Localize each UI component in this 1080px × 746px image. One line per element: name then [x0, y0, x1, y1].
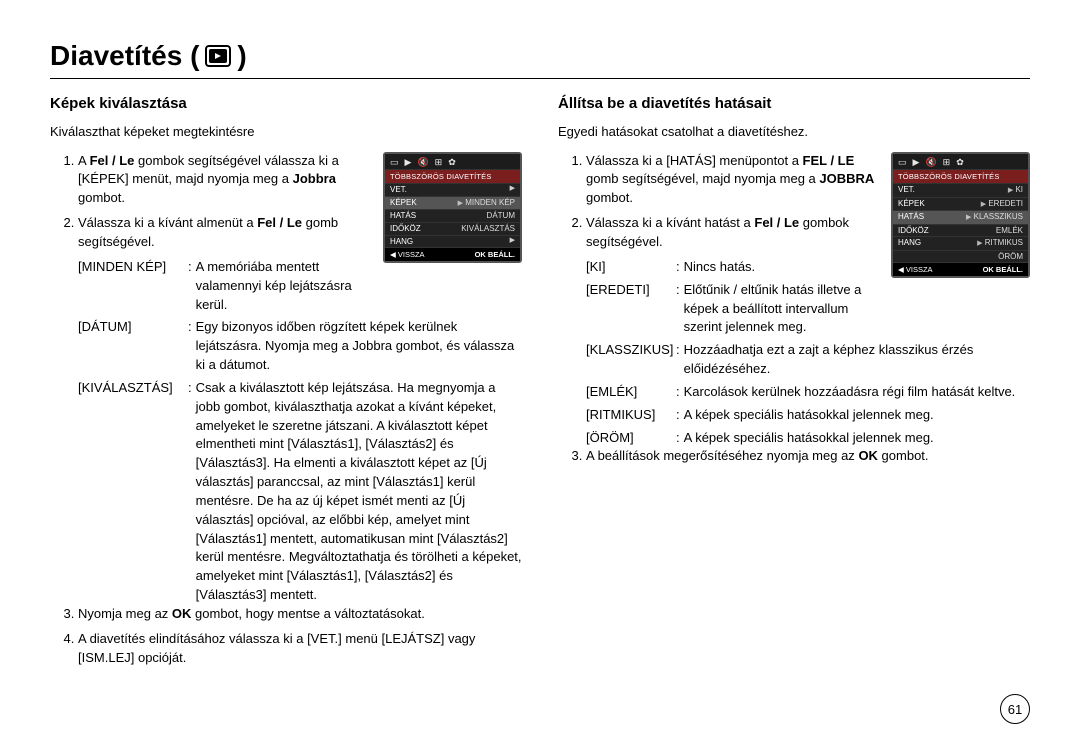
right-column: Állítsa be a diavetítés hatásait Egyedi … — [558, 93, 1030, 674]
shot-header: TÖBBSZÖRÖS DIAVETÍTÉS — [893, 170, 1028, 183]
term-row: [EMLÉK] : Karcolások kerülnek hozzáadásr… — [586, 383, 1030, 402]
term-row: [DÁTUM] : Egy bizonyos időben rögzített … — [78, 318, 522, 375]
right-screenshot: ▭▶🔇⊞✿ TÖBBSZÖRÖS DIAVETÍTÉS VET.▶ KI KÉP… — [891, 152, 1030, 279]
term-row: [EREDETI] : Előtűnik / eltűnik hatás ill… — [586, 281, 881, 338]
right-intro: Egyedi hatásokat csatolhat a diavetítésh… — [558, 123, 1030, 142]
shot-back: ◀ VISSZA — [898, 265, 933, 274]
shot-ok: OK BEÁLL. — [475, 250, 515, 259]
shot-icon-row: ▭▶🔇⊞✿ — [385, 154, 520, 171]
term-row: [RITMIKUS] : A képek speciális hatásokka… — [586, 406, 1030, 425]
left-step-4: A diavetítés elindításához válassza ki a… — [78, 630, 522, 668]
title-text: Diavetítés ( — [50, 40, 199, 72]
right-heading: Állítsa be a diavetítés hatásait — [558, 93, 1030, 115]
term-row: [KI] : Nincs hatás. — [586, 258, 881, 277]
left-screenshot: ▭▶🔇⊞✿ TÖBBSZÖRÖS DIAVETÍTÉS VET.▶ KÉPEK▶… — [383, 152, 522, 264]
left-step-3: Nyomja meg az OK gombot, hogy mentse a v… — [78, 605, 522, 624]
right-step-3: A beállítások megerősítéséhez nyomja meg… — [586, 447, 1030, 466]
left-column: Képek kiválasztása Kiválaszthat képeket … — [50, 93, 522, 674]
page-title: Diavetítés ( ) — [50, 40, 1030, 72]
left-heading: Képek kiválasztása — [50, 93, 522, 115]
right-steps-cont: A beállítások megerősítéséhez nyomja meg… — [558, 447, 1030, 466]
left-intro: Kiválaszthat képeket megtekintésre — [50, 123, 522, 142]
slideshow-icon — [205, 45, 231, 67]
shot-icon-row: ▭▶🔇⊞✿ — [893, 154, 1028, 171]
shot-ok: OK BEÁLL. — [983, 265, 1023, 274]
left-steps-cont: Nyomja meg az OK gombot, hogy mentse a v… — [50, 605, 522, 668]
title-divider — [50, 78, 1030, 79]
term-row: [KLASSZIKUS] : Hozzáadhatja ezt a zajt a… — [586, 341, 1030, 379]
page-number: 61 — [1000, 694, 1030, 724]
term-row: [MINDEN KÉP] : A memóriába mentett valam… — [78, 258, 373, 315]
term-row: [ÖRÖM] : A képek speciális hatásokkal je… — [586, 429, 1030, 448]
shot-header: TÖBBSZÖRÖS DIAVETÍTÉS — [385, 170, 520, 183]
shot-back: ◀ VISSZA — [390, 250, 425, 259]
title-suffix: ) — [237, 40, 246, 72]
term-row: [KIVÁLASZTÁS] : Csak a kiválasztott kép … — [78, 379, 522, 605]
